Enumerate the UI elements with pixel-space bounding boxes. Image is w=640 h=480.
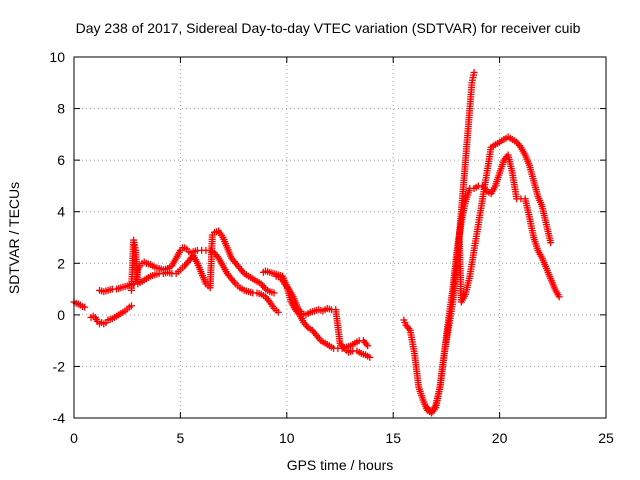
x-tick-label: 25 [598, 430, 614, 446]
x-tick-label: 20 [492, 430, 508, 446]
y-tick-label: -4 [53, 410, 66, 426]
axis-ticks [73, 56, 607, 419]
grid [74, 57, 606, 418]
data-point [81, 303, 89, 311]
y-tick-label: -2 [53, 358, 66, 374]
data-point [547, 239, 555, 247]
y-tick-label: 10 [49, 49, 65, 65]
y-tick-label: 6 [57, 152, 65, 168]
x-tick-label: 15 [385, 430, 401, 446]
x-tick-label: 5 [177, 430, 185, 446]
y-tick-label: 4 [57, 204, 65, 220]
x-axis-label: GPS time / hours [287, 457, 394, 473]
data-point [555, 293, 563, 301]
x-tick-label: 0 [70, 430, 78, 446]
y-tick-label: 8 [57, 101, 65, 117]
x-tick-label: 10 [279, 430, 295, 446]
data-point [274, 308, 282, 316]
data-point [270, 289, 278, 297]
y-tick-label: 2 [57, 255, 65, 271]
y-tick-label: 0 [57, 307, 65, 323]
data-point [364, 342, 372, 350]
plot-frame [73, 56, 607, 419]
data-point [127, 302, 135, 310]
y-axis-label: SDTVAR / TECUs [6, 182, 22, 294]
data-point [366, 353, 374, 361]
data-points [70, 68, 563, 417]
chart-title: Day 238 of 2017, Sidereal Day-to-day VTE… [76, 20, 581, 36]
tick-labels: 0 5 10 15 20 25 -4 -2 0 2 4 6 8 10 [49, 49, 614, 446]
data-point [470, 68, 478, 76]
